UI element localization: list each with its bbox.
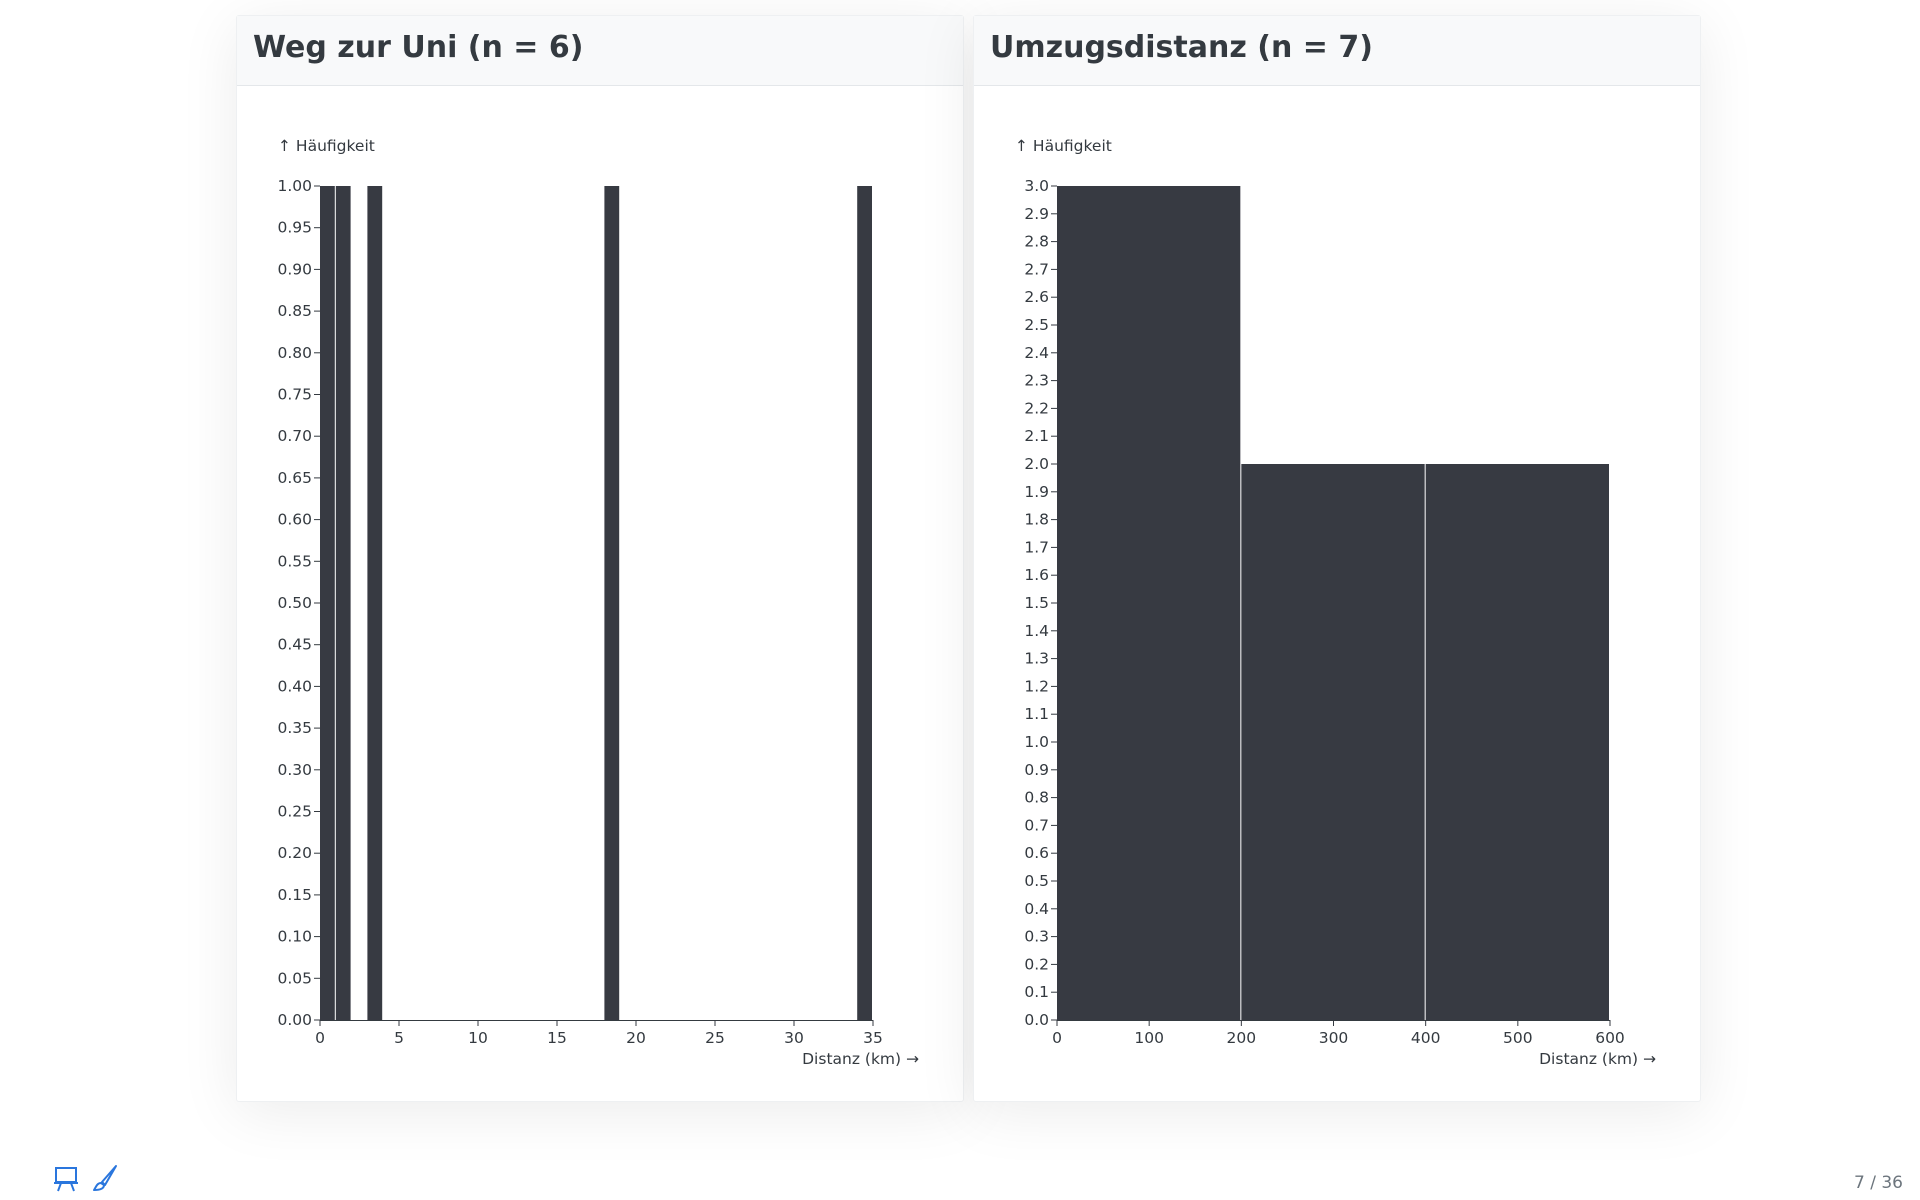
y-tick-label: 0.8	[1024, 789, 1049, 807]
y-tick-label: 1.2	[1024, 677, 1049, 695]
y-tick-label: 0.40	[277, 677, 312, 695]
y-tick-label: 0.3	[1024, 928, 1049, 946]
chart-title: Weg zur Uni (n = 6)	[253, 30, 584, 65]
y-tick-label: 1.7	[1024, 538, 1049, 556]
y-tick-label: 2.6	[1024, 288, 1049, 306]
y-tick-label: 1.00	[277, 177, 312, 195]
y-tick-label: 2.2	[1024, 399, 1049, 417]
x-tick-label: 500	[1503, 1029, 1533, 1047]
brush-icon[interactable]	[90, 1163, 120, 1193]
histogram-bar	[857, 186, 872, 1020]
x-tick-label: 200	[1227, 1029, 1257, 1047]
histogram-card-weg-zur-uni: Weg zur Uni (n = 6) 0.00 0.05 0.10 0.15 0.20…	[236, 15, 964, 1102]
y-tick-label: 0.20	[277, 844, 312, 862]
x-axis-label: Distanz (km) →	[802, 1050, 919, 1068]
histogram-bar	[1425, 464, 1609, 1020]
x-tick-label: 400	[1411, 1029, 1441, 1047]
y-tick-label: 0.60	[277, 511, 312, 529]
x-tick-label: 100	[1134, 1029, 1164, 1047]
y-tick-label: 0.6	[1024, 844, 1049, 862]
histogram-bar	[1057, 186, 1241, 1020]
y-tick-label: 2.5	[1024, 316, 1049, 334]
y-tick-label: 1.9	[1024, 483, 1049, 501]
y-tick-label: 2.3	[1024, 372, 1049, 390]
y-tick-label: 2.9	[1024, 205, 1049, 223]
x-tick-label: 0	[315, 1029, 325, 1047]
histogram-weg-zur-uni: 0.00 0.05 0.10 0.15 0.20 0.25 0.30 0.35 0.40 0.45…	[277, 137, 919, 1068]
y-tick-label: 1.0	[1024, 733, 1049, 751]
chart-title: Umzugsdistanz (n = 7)	[990, 30, 1373, 65]
y-tick-label: 0.5	[1024, 872, 1049, 890]
y-tick-label: 0.10	[277, 928, 312, 946]
y-tick-label: 1.5	[1024, 594, 1049, 612]
y-axis-label: ↑ Häufigkeit	[278, 137, 375, 155]
y-tick-label: 0.75	[277, 386, 312, 404]
y-axis-label: ↑ Häufigkeit	[1015, 137, 1112, 155]
y-tick-label: 0.80	[277, 344, 312, 362]
histogram-bar	[367, 186, 383, 1020]
y-tick-label: 3.0	[1024, 177, 1049, 195]
x-tick-label: 15	[547, 1029, 567, 1047]
y-tick-label: 0.1	[1024, 983, 1049, 1001]
x-axis-label: Distanz (km) →	[1539, 1050, 1656, 1068]
y-tick-label: 0.0	[1024, 1011, 1049, 1029]
x-tick-label: 600	[1595, 1029, 1625, 1047]
y-tick-label: 0.05	[277, 969, 312, 987]
y-tick-label: 0.25	[277, 803, 312, 821]
y-tick-label: 1.8	[1024, 511, 1049, 529]
y-tick-label: 0.65	[277, 469, 312, 487]
y-tick-label: 0.30	[277, 761, 312, 779]
y-tick-label: 2.7	[1024, 260, 1049, 278]
y-tick-label: 0.2	[1024, 955, 1049, 973]
y-tick-label: 0.9	[1024, 761, 1049, 779]
x-tick-label: 30	[784, 1029, 804, 1047]
histogram-bar	[604, 186, 620, 1020]
x-tick-label: 300	[1319, 1029, 1349, 1047]
y-tick-label: 1.3	[1024, 650, 1049, 668]
y-tick-label: 0.95	[277, 219, 312, 237]
y-tick-label: 0.35	[277, 719, 312, 737]
x-tick-label: 10	[468, 1029, 488, 1047]
y-tick-label: 1.6	[1024, 566, 1049, 584]
histogram-bar	[1241, 464, 1425, 1020]
y-tick-label: 2.1	[1024, 427, 1049, 445]
slide-counter: 7 / 36	[1854, 1173, 1903, 1193]
y-tick-label: 0.45	[277, 636, 312, 654]
y-tick-label: 0.00	[277, 1011, 312, 1029]
y-tick-label: 2.8	[1024, 233, 1049, 251]
y-tick-label: 0.50	[277, 594, 312, 612]
x-tick-label: 5	[394, 1029, 404, 1047]
y-tick-label: 0.4	[1024, 900, 1049, 918]
y-tick-label: 0.15	[277, 886, 312, 904]
x-tick-label: 0	[1052, 1029, 1062, 1047]
histogram-umzugsdistanz: 0.0 0.1 0.2 0.3 0.4 0.5 0.6 0.7 0.8 0.9 1.0 1.1 1.2 1…	[1015, 137, 1656, 1068]
y-tick-label: 0.55	[277, 552, 312, 570]
y-tick-label: 0.90	[277, 260, 312, 278]
card-header: Weg zur Uni (n = 6)	[237, 16, 963, 86]
y-tick-label: 2.4	[1024, 344, 1049, 362]
y-tick-label: 0.85	[277, 302, 312, 320]
x-tick-label: 35	[863, 1029, 883, 1047]
y-tick-label: 0.7	[1024, 816, 1049, 834]
y-tick-label: 1.4	[1024, 622, 1049, 640]
card-header: Umzugsdistanz (n = 7)	[974, 16, 1700, 86]
y-tick-label: 0.70	[277, 427, 312, 445]
presentation-board-icon[interactable]	[52, 1163, 82, 1193]
histogram-bar	[320, 186, 335, 1020]
x-tick-label: 20	[626, 1029, 646, 1047]
histogram-card-umzugsdistanz: Umzugsdistanz (n = 7) 0.0 0.1 0.2 0.3 0.4 0.5…	[973, 15, 1701, 1102]
y-tick-label: 1.1	[1024, 705, 1049, 723]
y-tick-label: 2.0	[1024, 455, 1049, 473]
histogram-bar	[335, 186, 351, 1020]
x-tick-label: 25	[705, 1029, 725, 1047]
